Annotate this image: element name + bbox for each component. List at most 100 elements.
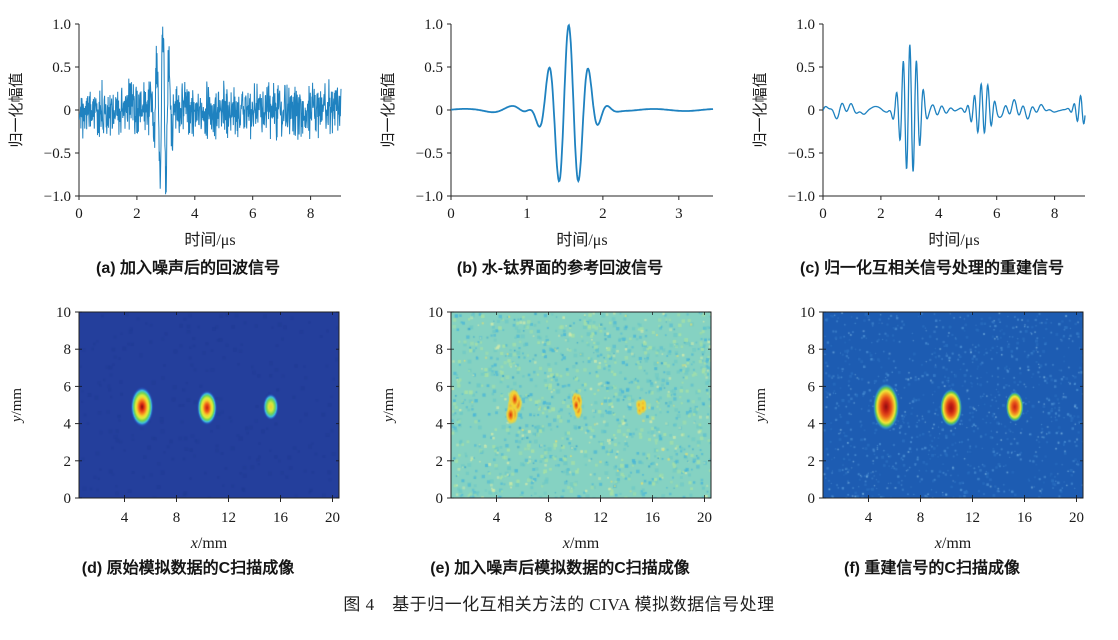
svg-text:10: 10 <box>56 305 71 321</box>
y-axis-label: y/mm <box>753 388 769 425</box>
svg-text:2: 2 <box>436 454 444 470</box>
svg-text:0: 0 <box>64 491 72 507</box>
e-plot-svg: 4 8 12 16 20 0 2 4 6 8 10 x/mm y/mm <box>381 305 712 552</box>
svg-text:4: 4 <box>191 206 199 222</box>
svg-text:6: 6 <box>249 206 257 222</box>
y-axis-label: 归一化幅值 <box>752 72 769 147</box>
svg-text:8: 8 <box>1051 206 1059 222</box>
svg-text:−0.5: −0.5 <box>416 146 443 162</box>
panel-a: 0 2 4 6 8 1.0 0.5 0 −0.5 −1.0 时间/μs 归一化幅值 (a) 加入噪声后… <box>2 2 374 284</box>
plot-box <box>450 311 712 499</box>
cscan-chart-f: 4 8 12 16 20 0 2 4 6 8 10 x/mm y/mm <box>749 292 1115 554</box>
svg-text:16: 16 <box>273 510 289 526</box>
svg-text:8: 8 <box>436 342 444 358</box>
svg-text:0.5: 0.5 <box>424 60 443 76</box>
waveform-chart-a: 0 2 4 6 8 1.0 0.5 0 −0.5 −1.0 时间/μs 归一化幅值 <box>5 2 371 254</box>
plot-box <box>822 311 1084 499</box>
x-axis-label: x/mm <box>934 535 972 552</box>
e-heatmap-canvas <box>451 312 711 498</box>
svg-text:−1.0: −1.0 <box>788 189 815 205</box>
panel-d: 4 8 12 16 20 0 2 4 6 8 10 x/mm y/mm (d) 原始模拟数据的C扫描成像 <box>2 292 374 584</box>
svg-text:0: 0 <box>447 206 455 222</box>
svg-text:12: 12 <box>965 510 980 526</box>
svg-text:2: 2 <box>599 206 607 222</box>
svg-text:4: 4 <box>865 510 873 526</box>
f-plot-svg: 4 8 12 16 20 0 2 4 6 8 10 x/mm y/mm <box>753 305 1084 552</box>
waveform-chart-c: 0 2 4 6 8 1.0 0.5 0 −0.5 −1.0 时间/μs 归一化幅值 <box>749 2 1115 254</box>
svg-text:8: 8 <box>173 510 181 526</box>
svg-text:0: 0 <box>819 206 827 222</box>
y-axis-label: 归一化幅值 <box>8 72 25 147</box>
svg-text:0: 0 <box>75 206 83 222</box>
figure-row-bottom: 4 8 12 16 20 0 2 4 6 8 10 x/mm y/mm (d) 原始模拟数据的C扫描成像… <box>0 292 1118 584</box>
svg-text:−1.0: −1.0 <box>44 189 71 205</box>
svg-text:1: 1 <box>523 206 531 222</box>
a-waveform <box>79 26 342 195</box>
svg-text:2: 2 <box>808 454 816 470</box>
svg-text:8: 8 <box>307 206 315 222</box>
panel-b: 0 1 2 3 1.0 0.5 0 −0.5 −1.0 时间/μs 归一化幅值 (b) 水-钛界面的… <box>374 2 746 284</box>
svg-text:0: 0 <box>808 103 816 119</box>
svg-text:10: 10 <box>800 305 815 321</box>
svg-text:2: 2 <box>877 206 885 222</box>
svg-text:3: 3 <box>675 206 683 222</box>
y-axis-label: y/mm <box>9 388 25 425</box>
panel-c: 0 2 4 6 8 1.0 0.5 0 −0.5 −1.0 时间/μs 归一化幅值 (c) 归一化互相… <box>746 2 1118 284</box>
svg-text:4: 4 <box>64 417 72 433</box>
svg-text:16: 16 <box>1017 510 1033 526</box>
panel-a-caption: (a) 加入噪声后的回波信号 <box>95 260 280 277</box>
x-axis-label: 时间/μs <box>556 231 607 249</box>
panel-e-caption: (e) 加入噪声后模拟数据的C扫描成像 <box>430 560 690 577</box>
x-axis-label: 时间/μs <box>184 231 235 249</box>
panel-f-caption: (f) 重建信号的C扫描成像 <box>844 560 1020 577</box>
svg-text:0: 0 <box>436 103 444 119</box>
svg-text:6: 6 <box>993 206 1001 222</box>
svg-text:0: 0 <box>436 491 444 507</box>
y-axis-label: 归一化幅值 <box>380 72 397 147</box>
x-axis-label: x/mm <box>562 535 600 552</box>
svg-text:8: 8 <box>808 342 816 358</box>
svg-text:6: 6 <box>64 379 72 395</box>
svg-text:8: 8 <box>917 510 925 526</box>
plot-box <box>78 311 340 499</box>
svg-text:4: 4 <box>121 510 129 526</box>
f-heatmap-canvas <box>823 312 1083 498</box>
waveform-chart-b: 0 1 2 3 1.0 0.5 0 −0.5 −1.0 时间/μs 归一化幅值 <box>377 2 743 254</box>
svg-text:2: 2 <box>133 206 141 222</box>
svg-text:6: 6 <box>808 379 816 395</box>
c-waveform <box>823 44 1086 172</box>
panel-c-caption: (c) 归一化互相关信号处理的重建信号 <box>799 260 1064 277</box>
panel-f: 4 8 12 16 20 0 2 4 6 8 10 x/mm y/mm (f) 重建信号的C扫描成像 <box>746 292 1118 584</box>
svg-text:0.5: 0.5 <box>796 60 815 76</box>
svg-text:−0.5: −0.5 <box>788 146 815 162</box>
y-axis-label: y/mm <box>381 388 397 425</box>
figure-4: 0 2 4 6 8 1.0 0.5 0 −0.5 −1.0 时间/μs 归一化幅值 (a) 加入噪声后… <box>0 2 1118 614</box>
svg-text:2: 2 <box>64 454 72 470</box>
svg-text:8: 8 <box>64 342 72 358</box>
svg-text:1.0: 1.0 <box>796 17 815 33</box>
svg-text:20: 20 <box>1069 510 1084 526</box>
b-waveform <box>451 23 714 184</box>
svg-text:4: 4 <box>436 417 444 433</box>
svg-text:0.5: 0.5 <box>52 60 71 76</box>
cscan-chart-d: 4 8 12 16 20 0 2 4 6 8 10 x/mm y/mm <box>5 292 371 554</box>
svg-text:1.0: 1.0 <box>424 17 443 33</box>
c-plot-svg: 0 2 4 6 8 1.0 0.5 0 −0.5 −1.0 时间/μs 归一化幅值 <box>752 17 1086 249</box>
svg-text:1.0: 1.0 <box>52 17 71 33</box>
svg-text:4: 4 <box>808 417 816 433</box>
x-axis-label: 时间/μs <box>928 231 979 249</box>
svg-text:−1.0: −1.0 <box>416 189 443 205</box>
svg-text:16: 16 <box>645 510 661 526</box>
svg-text:4: 4 <box>493 510 501 526</box>
svg-text:−0.5: −0.5 <box>44 146 71 162</box>
svg-text:20: 20 <box>697 510 712 526</box>
svg-text:12: 12 <box>593 510 608 526</box>
svg-text:12: 12 <box>221 510 236 526</box>
svg-text:8: 8 <box>545 510 553 526</box>
panel-d-caption: (d) 原始模拟数据的C扫描成像 <box>81 560 295 577</box>
d-plot-svg: 4 8 12 16 20 0 2 4 6 8 10 x/mm y/mm <box>9 305 340 552</box>
svg-text:10: 10 <box>428 305 443 321</box>
panel-e: 4 8 12 16 20 0 2 4 6 8 10 x/mm y/mm (e) 加入噪声后模拟数据的C扫… <box>374 292 746 584</box>
d-heatmap-canvas <box>79 312 339 498</box>
svg-text:0: 0 <box>64 103 72 119</box>
